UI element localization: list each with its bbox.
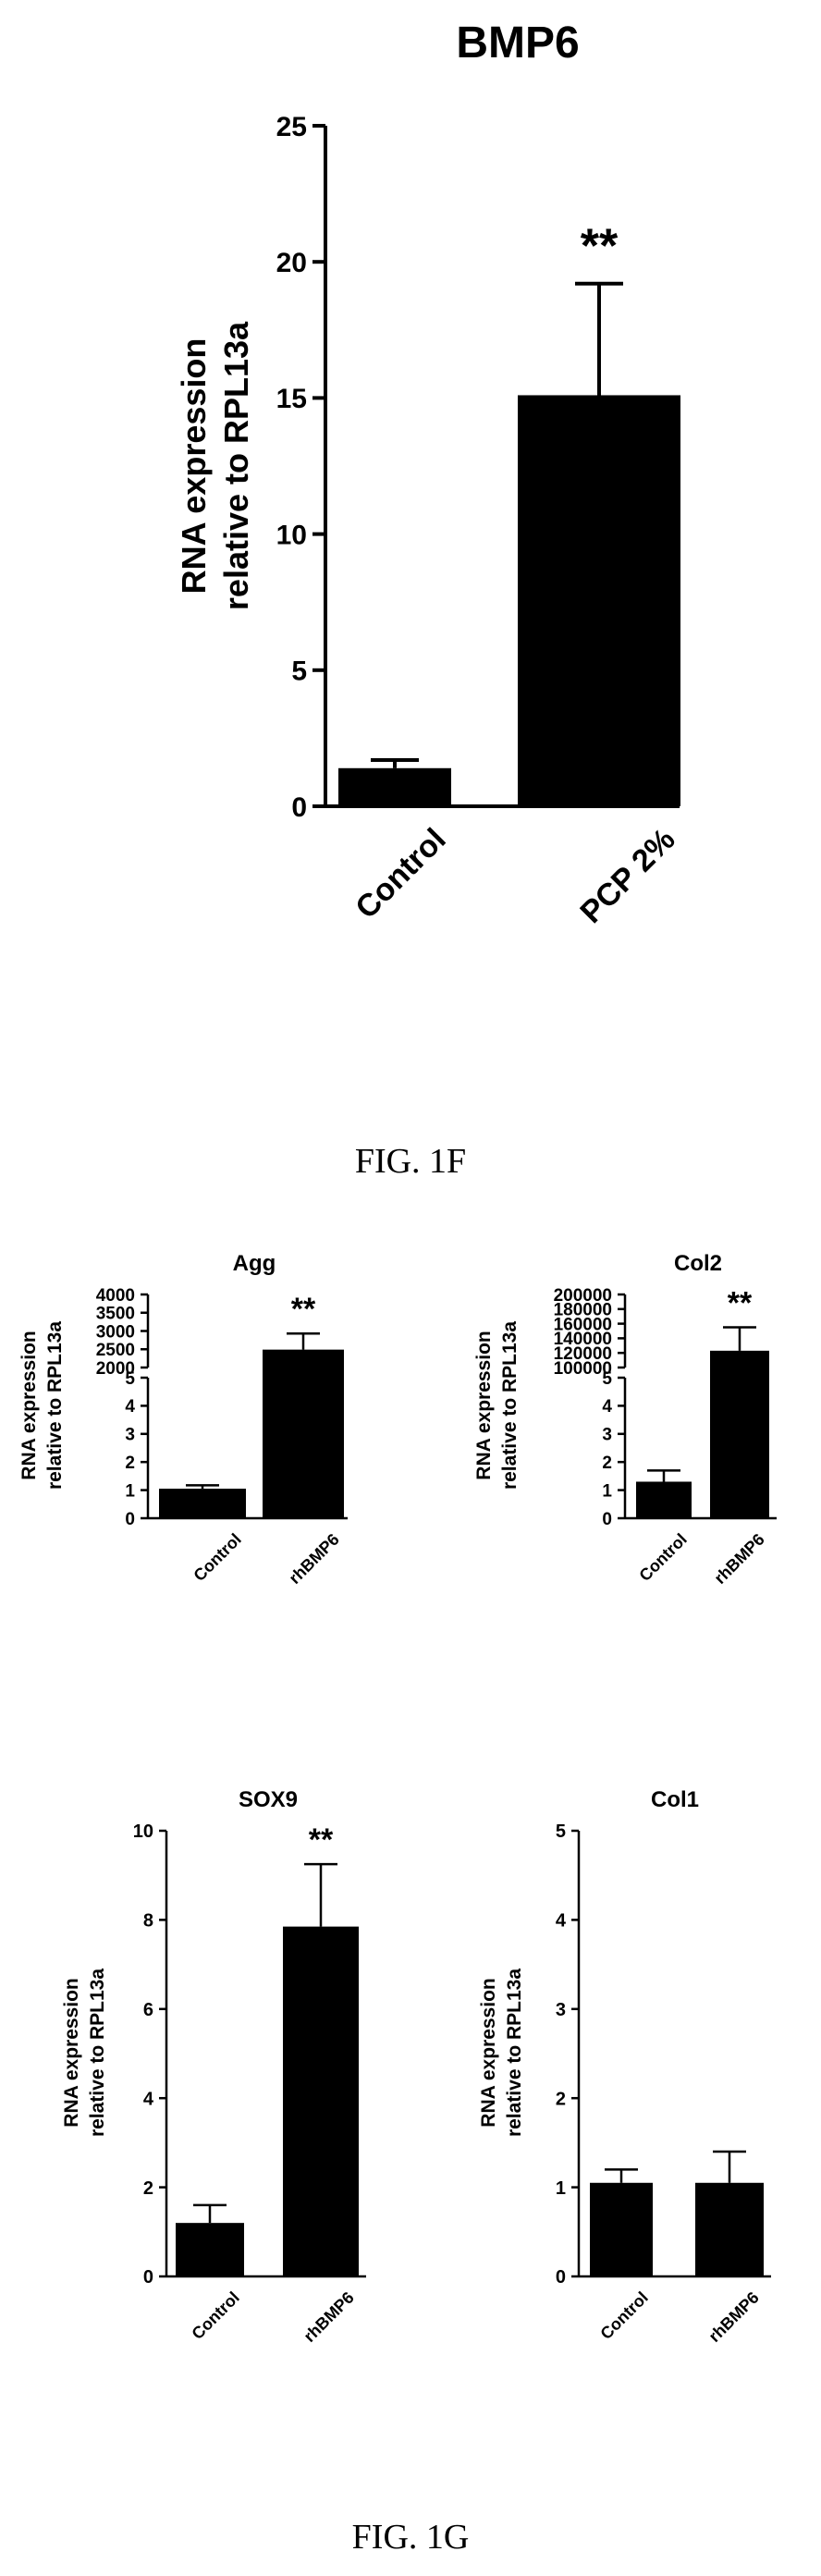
caption-fig-1f: FIG. 1F: [355, 1142, 466, 1181]
y-tick-5-label: 25: [276, 112, 307, 142]
chart-col1: Col1 RNA expression relative to RPL13a 0 1 2 3…: [478, 1787, 771, 2346]
y-tick-2-label: 4: [143, 2089, 154, 2109]
y-tick-0-label: 0: [556, 2267, 566, 2288]
y-tick-4-label: 4: [556, 1911, 567, 1932]
y-tick-lower-5-label: 5: [602, 1369, 612, 1389]
bar-rhbmp6: [695, 2182, 764, 2276]
y-axis-label-line-1: RNA expression: [18, 1331, 40, 1479]
y-tick-0-label: 0: [143, 2267, 153, 2288]
y-tick-lower-1-label: 1: [125, 1481, 135, 1501]
bar-control: [338, 767, 451, 806]
chart-title-sox9: SOX9: [239, 1787, 298, 1812]
y-tick-upper-0-label: 2000: [96, 1359, 135, 1379]
bar-rhbmp6: [263, 1349, 344, 1518]
category-label-1: rhBMP6: [705, 2288, 763, 2346]
category-label-0: Control: [188, 2288, 242, 2343]
y-tick-1-label: 2: [143, 2178, 153, 2199]
y-tick-upper-5-label: 200000: [554, 1286, 612, 1306]
chart-title-bmp6: BMP6: [456, 18, 579, 67]
chart-title-col2: Col2: [674, 1251, 722, 1276]
y-tick-lower-4-label: 4: [602, 1397, 612, 1417]
y-axis-label-line-1: RNA expression: [61, 1978, 82, 2127]
y-axis-label-line-2: relative to RPL13a: [499, 1321, 521, 1490]
y-tick-1-label: 5: [291, 656, 307, 687]
y-tick-5-label: 10: [133, 1822, 153, 1842]
category-label-0: Control: [349, 822, 452, 926]
caption-fig-1g: FIG. 1G: [352, 2518, 470, 2557]
bar-control: [636, 1481, 692, 1518]
bar-rhbmp6: [710, 1350, 769, 1518]
bar-pcp-2-: [518, 395, 680, 806]
significance-marker-1: **: [291, 1292, 316, 1327]
bar-rhbmp6: [283, 1926, 359, 2276]
category-label-0: Control: [190, 1530, 244, 1585]
y-tick-upper-4-label: 4000: [96, 1286, 135, 1306]
y-tick-lower-2-label: 2: [602, 1454, 612, 1473]
y-tick-upper-3-label: 160000: [554, 1315, 612, 1334]
y-tick-4-label: 8: [143, 1911, 153, 1932]
y-tick-upper-2-label: 140000: [554, 1330, 612, 1349]
bar-control: [159, 1489, 246, 1518]
y-tick-lower-5-label: 5: [125, 1369, 135, 1389]
y-axis-label-line-2: relative to RPL13a: [504, 1969, 525, 2137]
chart-sox9: SOX9 RNA expression relative to RPL13a 0 2 4 6…: [61, 1787, 366, 2346]
significance-marker-1: **: [581, 219, 619, 273]
y-axis-label-line-2: relative to RPL13a: [87, 1969, 108, 2137]
y-tick-upper-2-label: 3000: [96, 1322, 135, 1342]
y-tick-2-label: 10: [276, 520, 307, 550]
y-tick-lower-4-label: 4: [125, 1397, 135, 1417]
significance-marker-1: **: [728, 1285, 753, 1320]
chart-col2: Col2 RNA expression relative to RPL13a 0 1 2 3…: [473, 1251, 777, 1588]
significance-marker-1: **: [309, 1822, 334, 1858]
y-tick-lower-3-label: 3: [125, 1426, 135, 1445]
y-axis-label-line-2: relative to RPL13a: [217, 321, 255, 610]
y-tick-upper-3-label: 3500: [96, 1305, 135, 1324]
chart-agg: Agg RNA expression relative to RPL13a 0 1 2 3 4…: [18, 1251, 348, 1588]
y-tick-upper-0-label: 100000: [554, 1359, 612, 1379]
y-tick-0-label: 0: [291, 792, 307, 823]
chart-title-col1: Col1: [651, 1787, 699, 1812]
category-label-1: PCP 2%: [573, 822, 681, 930]
y-tick-3-label: 3: [556, 2000, 566, 2020]
chart-title-agg: Agg: [233, 1251, 276, 1276]
category-label-1: rhBMP6: [286, 1530, 343, 1588]
y-tick-lower-0-label: 0: [602, 1510, 612, 1529]
category-label-0: Control: [635, 1530, 690, 1585]
y-tick-1-label: 1: [556, 2178, 566, 2199]
y-tick-upper-1-label: 2500: [96, 1341, 135, 1360]
y-tick-3-label: 15: [276, 384, 307, 414]
y-tick-lower-2-label: 2: [125, 1454, 135, 1473]
y-tick-2-label: 2: [556, 2089, 566, 2109]
y-tick-lower-3-label: 3: [602, 1426, 612, 1445]
y-tick-lower-1-label: 1: [602, 1481, 612, 1501]
category-label-1: rhBMP6: [711, 1530, 768, 1588]
y-tick-3-label: 6: [143, 2000, 153, 2020]
y-axis-label-line-1: RNA expression: [175, 338, 213, 595]
y-tick-upper-4-label: 180000: [554, 1301, 612, 1320]
y-tick-upper-1-label: 120000: [554, 1344, 612, 1364]
chart-bmp6: BMP6 RNA expression relative to RPL13a 0 5 10…: [175, 18, 682, 930]
bar-control: [176, 2223, 244, 2276]
y-tick-5-label: 5: [556, 1822, 566, 1842]
y-tick-4-label: 20: [276, 248, 307, 278]
category-label-0: Control: [596, 2288, 651, 2343]
y-axis-label-line-1: RNA expression: [473, 1331, 495, 1479]
y-axis-label-line-1: RNA expression: [478, 1978, 499, 2127]
bar-control: [590, 2182, 653, 2276]
y-axis-label-line-2: relative to RPL13a: [44, 1321, 66, 1490]
y-tick-lower-0-label: 0: [125, 1510, 135, 1529]
category-label-1: rhBMP6: [300, 2288, 358, 2346]
